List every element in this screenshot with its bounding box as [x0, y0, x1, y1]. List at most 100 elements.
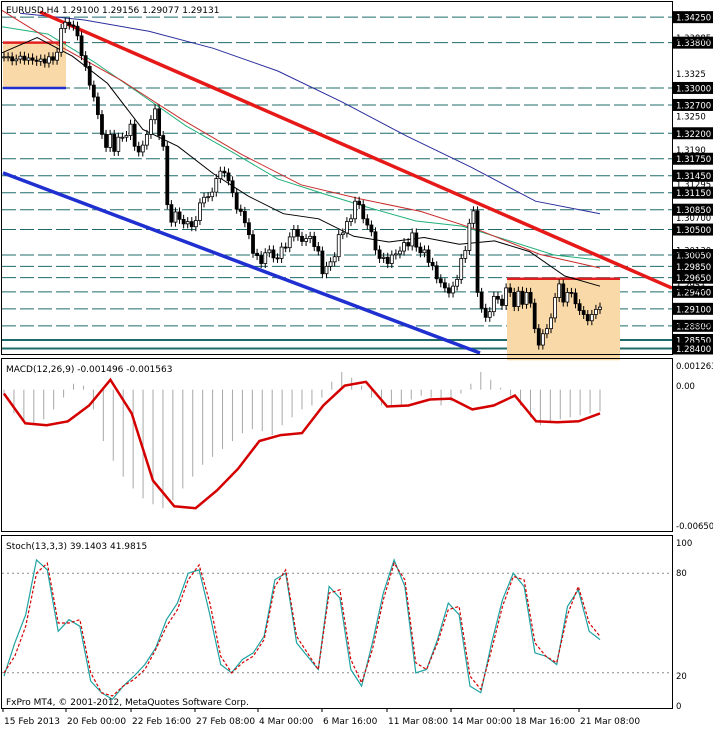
- price-bar-body: [271, 249, 276, 259]
- price-panel-header: EURUSD,H4 1.29100 1.29156 1.29077 1.2913…: [6, 6, 219, 16]
- price-level-tag-text: 1.34250: [676, 14, 711, 24]
- descending-support-trendline: [2, 171, 481, 355]
- price-panel-frame: [1, 1, 673, 355]
- price-bar-body: [312, 235, 317, 247]
- moving-average-line: [1, 36, 601, 287]
- price-bar-body: [206, 196, 211, 199]
- macd-axis-zero: 0.00: [676, 382, 695, 392]
- price-bar-body: [467, 222, 472, 251]
- price-bar-body: [589, 314, 594, 322]
- price-bar-body: [202, 196, 206, 204]
- price-bar-body: [300, 235, 304, 242]
- price-bar-body: [422, 249, 427, 254]
- price-axis-label: 1.28815: [676, 321, 711, 331]
- price-bar-body: [2, 56, 6, 59]
- price-bar-body: [112, 133, 117, 152]
- price-bar-body: [410, 232, 415, 247]
- price-bar-body: [59, 28, 64, 53]
- price-bar-body: [565, 292, 570, 303]
- price-bar-body: [328, 261, 333, 267]
- time-axis-label: 11 Mar 08:00: [388, 717, 448, 727]
- price-bar-body: [287, 236, 292, 249]
- price-bar-body: [434, 265, 439, 280]
- price-bar-body: [516, 290, 521, 307]
- macd-histogram: [3, 371, 601, 509]
- price-bar-body: [414, 232, 419, 248]
- price-bar-body: [569, 292, 574, 294]
- price-bar-body: [275, 257, 280, 260]
- macd-axis-bottom: -0.00650: [676, 522, 713, 532]
- price-bar-body: [226, 172, 231, 182]
- price-level-tag-text: 1.28550: [676, 336, 711, 346]
- price-level-tag-text: 1.33000: [676, 84, 711, 94]
- price-bar-body: [598, 306, 602, 310]
- time-axis-label: 4 Mar 00:00: [259, 717, 314, 727]
- price-bar-body: [340, 232, 345, 236]
- price-bars: [2, 17, 602, 350]
- price-bar-body: [528, 292, 533, 304]
- price-bar-body: [430, 261, 435, 267]
- price-level-tag-text: 1.30850: [676, 206, 711, 216]
- macd-panel-frame: [1, 358, 673, 532]
- price-bar-body: [10, 56, 15, 62]
- price-bar-body: [561, 283, 566, 303]
- price-bar-body: [47, 56, 51, 64]
- price-bar-body: [508, 287, 513, 293]
- price-bar-body: [267, 249, 272, 254]
- price-bar-body: [185, 221, 190, 225]
- price-bar-body: [581, 310, 586, 315]
- price-bar-body: [500, 298, 504, 306]
- price-bar-body: [532, 302, 537, 330]
- price-bar-body: [283, 246, 288, 249]
- price-bar-body: [173, 211, 178, 223]
- price-bar-body: [557, 283, 562, 298]
- price-bar-body: [165, 145, 170, 206]
- price-bar-body: [549, 317, 553, 330]
- price-bar-body: [540, 333, 545, 346]
- macd-axis-top: 0.001263: [676, 362, 713, 372]
- price-bar-body: [418, 246, 423, 254]
- price-bar-body: [291, 229, 296, 238]
- price-bar-body: [14, 58, 19, 62]
- price-bar-body: [144, 133, 149, 146]
- price-bar-body: [426, 249, 431, 263]
- stochastic-lines: [2, 558, 672, 701]
- price-bar-body: [234, 192, 239, 210]
- price-bar-body: [447, 287, 451, 294]
- price-bar-body: [332, 256, 337, 263]
- time-axis-label: 14 Mar 00:00: [452, 717, 512, 727]
- time-axis-label: 22 Feb 16:00: [132, 717, 191, 727]
- price-axis-label: 1.31295: [676, 181, 711, 191]
- price-level-tag-text: 1.29400: [676, 288, 711, 298]
- price-level-tag-text: 1.29100: [676, 305, 711, 315]
- price-bar-body: [385, 256, 390, 264]
- price-level-tag-text: 1.31750: [676, 155, 711, 165]
- price-bar-body: [304, 238, 308, 242]
- moving-average-line: [19, 12, 601, 215]
- time-axis: 15 Feb 2013 20 Feb 00:00 22 Feb 16:00 27 Fe…: [2, 708, 640, 727]
- price-bar-body: [308, 235, 313, 239]
- price-bar-body: [451, 285, 455, 294]
- price-bar-body: [361, 204, 366, 220]
- macd-signal-line: [2, 377, 601, 510]
- stoch-axis-20: 20: [676, 672, 687, 682]
- price-bar-body: [398, 250, 402, 255]
- price-bar-body: [577, 303, 582, 311]
- price-bar-body: [545, 328, 549, 335]
- price-bar-body: [193, 220, 198, 228]
- price-bar-body: [247, 222, 251, 236]
- price-bar-body: [22, 55, 27, 61]
- stoch-signal-line: [3, 561, 601, 697]
- price-bar-body: [91, 84, 96, 98]
- price-bar-body: [320, 250, 325, 275]
- price-level-tag-text: 1.29850: [676, 263, 711, 273]
- time-axis-label: 15 Feb 2013: [4, 717, 60, 727]
- stochastic-header: Stoch(13,3,3) 39.1403 41.9815: [6, 542, 147, 552]
- price-bar-body: [108, 133, 113, 148]
- price-bar-body: [18, 55, 23, 60]
- price-bar-body: [6, 56, 10, 59]
- price-bar-body: [381, 256, 386, 259]
- price-bar-body: [198, 202, 202, 221]
- price-bar-body: [585, 314, 590, 322]
- price-axis-label: 1.3325: [676, 70, 706, 80]
